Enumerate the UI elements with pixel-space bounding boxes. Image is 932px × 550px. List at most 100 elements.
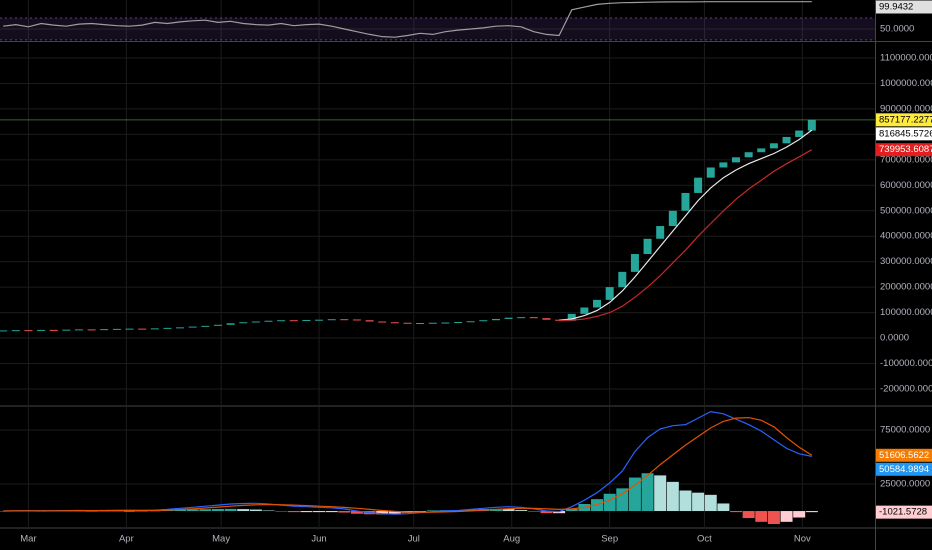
y-tick-label: 75000.0000 [880, 425, 930, 436]
histogram-bar [603, 493, 616, 512]
histogram-bar [654, 475, 667, 512]
last-value-badge [876, 113, 932, 127]
histogram-bar [464, 509, 477, 512]
histogram-bar [704, 494, 717, 512]
candle [163, 327, 172, 329]
last-value-badge [876, 505, 932, 519]
candle [719, 162, 728, 168]
candle [201, 325, 210, 327]
x-tick-label: Jun [311, 534, 326, 545]
candle [593, 299, 602, 308]
histogram-bar [136, 511, 149, 512]
candle [37, 329, 46, 331]
candle [643, 238, 652, 255]
x-tick-label: Mar [20, 534, 36, 545]
last-value-badge [876, 127, 932, 141]
histogram-bar [730, 511, 743, 513]
candle [176, 327, 185, 329]
candle [11, 330, 20, 332]
candle [0, 330, 8, 332]
candle [757, 148, 766, 153]
y-tick-label: 300000.0000 [880, 256, 932, 267]
candle [74, 329, 83, 331]
candle [403, 322, 412, 324]
last-value-label: 50584.9894 [879, 464, 929, 475]
y-tick-label: 600000.0000 [880, 180, 932, 191]
histogram-bar [805, 511, 818, 513]
histogram-bar [388, 511, 401, 514]
last-value-label: 857177.2277 [879, 114, 932, 125]
histogram-bar [540, 511, 553, 514]
candle [251, 321, 260, 323]
x-tick-label: Oct [697, 534, 712, 545]
last-value-label: 51606.5622 [879, 450, 929, 461]
candle [567, 313, 576, 321]
candle [390, 322, 399, 324]
histogram-bar [426, 510, 439, 512]
histogram-bar [262, 510, 275, 512]
histogram-bar [338, 511, 351, 513]
candle [264, 320, 273, 322]
candle [62, 329, 71, 331]
histogram-bar [376, 511, 389, 515]
histogram-bar [199, 509, 212, 512]
histogram-bar [186, 509, 199, 512]
y-tick-label: 400000.0000 [880, 231, 932, 242]
candle [454, 322, 463, 324]
candle [112, 328, 121, 330]
histogram-bar [313, 511, 326, 513]
x-tick-label: Sep [601, 534, 618, 545]
candle [529, 317, 538, 319]
candle [100, 329, 109, 331]
y-tick-label: 100000.0000 [880, 307, 932, 318]
last-value-label: 99.9432 [879, 2, 913, 13]
histogram-bar [780, 511, 793, 522]
last-value-label: -1021.5728 [879, 507, 927, 518]
y-tick-label: 25000.0000 [880, 479, 930, 490]
series-line [559, 149, 813, 322]
series-line [3, 416, 813, 513]
histogram-bar [755, 511, 768, 522]
candle [517, 317, 526, 319]
y-tick-label: 500000.0000 [880, 205, 932, 216]
candle [378, 321, 387, 323]
candle [302, 319, 311, 321]
y-tick-label: 900000.0000 [880, 103, 932, 114]
candle [580, 307, 589, 314]
candle [618, 271, 627, 288]
last-value-badge [876, 0, 932, 14]
candle [352, 319, 361, 321]
last-value-badge [876, 143, 932, 157]
candle [441, 322, 450, 324]
series-line [559, 129, 813, 321]
y-tick-label: 1100000.0000 [880, 53, 932, 64]
candle [795, 130, 804, 137]
candle [744, 152, 753, 158]
candle [239, 322, 248, 324]
histogram-bar [502, 509, 515, 512]
candle [150, 328, 159, 330]
x-tick-label: Jul [408, 534, 420, 545]
histogram-bar [123, 510, 136, 512]
candle [694, 177, 703, 193]
candle [491, 318, 500, 321]
histogram-bar [414, 511, 427, 512]
histogram-bar [85, 511, 98, 512]
candle [277, 320, 286, 322]
histogram-bar [717, 503, 730, 512]
candle [315, 319, 324, 321]
x-tick-label: Apr [119, 534, 134, 545]
candle [327, 319, 336, 321]
candle [668, 210, 677, 227]
histogram-bar [110, 510, 123, 512]
candle [605, 287, 614, 300]
histogram-bar [527, 511, 540, 512]
candle [782, 136, 791, 144]
last-value-label: 816845.5726 [879, 128, 932, 139]
x-tick-label: Nov [794, 534, 811, 545]
last-value-badge [876, 462, 932, 476]
histogram-bar [793, 511, 806, 518]
candle [365, 320, 374, 322]
candle [125, 328, 134, 330]
y-tick-label: -200000.0000 [880, 383, 932, 394]
